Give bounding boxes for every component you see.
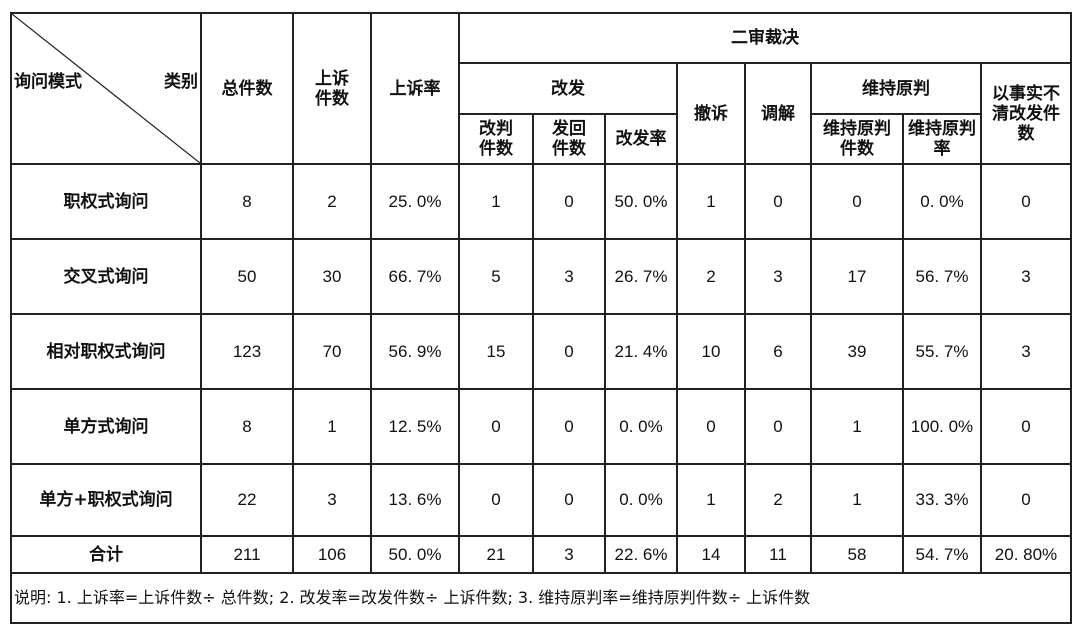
- table-cell: 54. 7%: [902, 535, 982, 574]
- header-withdraw: 撤诉: [676, 62, 746, 165]
- table-cell: 50. 0%: [370, 535, 460, 574]
- table-cell: 0: [744, 388, 812, 465]
- row-label: 单方+职权式询问: [10, 463, 202, 537]
- total-row: 合计 211 106 50. 0% 21 3 22. 6% 14 11 58 54. 7% 20. 8…: [10, 535, 1072, 574]
- table-cell: 0: [532, 463, 606, 537]
- table-cell: 56. 9%: [370, 313, 460, 390]
- table-cell: 1: [292, 388, 372, 465]
- table-cell: 14: [676, 535, 746, 574]
- table-cell: 0: [458, 388, 534, 465]
- table-cell: 30: [292, 238, 372, 315]
- table-cell: 0: [980, 388, 1072, 465]
- table-cell: 106: [292, 535, 372, 574]
- table-cell: 8: [200, 388, 294, 465]
- table-note: 说明: 1. 上诉率=上诉件数÷ 总件数; 2. 改发率=改发件数÷ 上诉件数;…: [10, 572, 1072, 624]
- table-cell: 2: [676, 238, 746, 315]
- table-cell: 0: [458, 463, 534, 537]
- table-cell: 0: [676, 388, 746, 465]
- table-cell: 1: [810, 463, 904, 537]
- header-upheld-rate: 维持原判率: [902, 113, 982, 165]
- header-fact-unclear: 以事实不清改发件数: [980, 62, 1072, 165]
- table-cell: 10: [676, 313, 746, 390]
- header-mediation: 调解: [744, 62, 812, 165]
- table-cell: 12. 5%: [370, 388, 460, 465]
- table-cell: 11: [744, 535, 812, 574]
- header-change-remand: 改发: [458, 62, 678, 115]
- diagonal-line: [12, 14, 200, 163]
- table-row: 职权式询问 8 2 25. 0% 1 0 50. 0% 1 0 0 0. 0% 0: [10, 163, 1072, 240]
- table-cell: 0: [532, 163, 606, 240]
- table-cell: 1: [458, 163, 534, 240]
- row-label: 合计: [10, 535, 202, 574]
- table-row: 单方+职权式询问 22 3 13. 6% 0 0 0. 0% 1 2 1 33. 3% 0: [10, 463, 1072, 537]
- table-row: 相对职权式询问 123 70 56. 9% 15 0 21. 4% 10 6 39 55. 7% 3: [10, 313, 1072, 390]
- header-appeal-rate: 上诉率: [370, 12, 460, 165]
- table-cell: 1: [676, 163, 746, 240]
- table-cell: 58: [810, 535, 904, 574]
- table-cell: 3: [532, 535, 606, 574]
- table-cell: 50: [200, 238, 294, 315]
- table-cell: 20. 80%: [980, 535, 1072, 574]
- table-cell: 0: [532, 313, 606, 390]
- table-cell: 0: [532, 388, 606, 465]
- header-change-remand-rate: 改发率: [604, 113, 678, 165]
- table-cell: 211: [200, 535, 294, 574]
- table-cell: 55. 7%: [902, 313, 982, 390]
- table-cell: 5: [458, 238, 534, 315]
- table-cell: 0. 0%: [604, 388, 678, 465]
- table-cell: 50. 0%: [604, 163, 678, 240]
- table-row: 交叉式询问 50 30 66. 7% 5 3 26. 7% 2 3 17 56. 7% 3: [10, 238, 1072, 315]
- corner-header: 询问模式 类别: [10, 12, 202, 165]
- table-cell: 25. 0%: [370, 163, 460, 240]
- table-cell: 70: [292, 313, 372, 390]
- table-cell: 56. 7%: [902, 238, 982, 315]
- row-label: 职权式询问: [10, 163, 202, 240]
- table-cell: 1: [676, 463, 746, 537]
- table-cell: 0: [980, 463, 1072, 537]
- table-cell: 22. 6%: [604, 535, 678, 574]
- header-upheld: 维持原判: [810, 62, 982, 115]
- header-second-instance: 二审裁决: [458, 12, 1072, 64]
- table-cell: 6: [744, 313, 812, 390]
- table-cell: 15: [458, 313, 534, 390]
- table-cell: 21. 4%: [604, 313, 678, 390]
- table-cell: 2: [744, 463, 812, 537]
- table-cell: 2: [292, 163, 372, 240]
- table-cell: 100. 0%: [902, 388, 982, 465]
- table-cell: 0: [980, 163, 1072, 240]
- table-cell: 8: [200, 163, 294, 240]
- row-header-label: 询问模式: [14, 72, 82, 92]
- header-total: 总件数: [200, 12, 294, 165]
- row-label: 交叉式询问: [10, 238, 202, 315]
- table-cell: 123: [200, 313, 294, 390]
- table-cell: 17: [810, 238, 904, 315]
- table-cell: 0: [810, 163, 904, 240]
- row-label: 相对职权式询问: [10, 313, 202, 390]
- appeal-statistics-table: 询问模式 类别 总件数 上诉件数 上诉率 二审裁决 改发 撤诉 调解 维持原判 …: [10, 12, 1072, 624]
- table-cell: 1: [810, 388, 904, 465]
- row-label: 单方式询问: [10, 388, 202, 465]
- table-cell: 3: [744, 238, 812, 315]
- table-cell: 33. 3%: [902, 463, 982, 537]
- column-header-label: 类别: [164, 72, 198, 92]
- table-cell: 3: [532, 238, 606, 315]
- table-cell: 3: [980, 238, 1072, 315]
- table-row: 单方式询问 8 1 12. 5% 0 0 0. 0% 0 0 1 100. 0% 0: [10, 388, 1072, 465]
- table-cell: 21: [458, 535, 534, 574]
- table-cell: 0. 0%: [604, 463, 678, 537]
- table-cell: 66. 7%: [370, 238, 460, 315]
- table-cell: 39: [810, 313, 904, 390]
- header-changed: 改判件数: [458, 113, 534, 165]
- header-appeals: 上诉件数: [292, 12, 372, 165]
- table-cell: 13. 6%: [370, 463, 460, 537]
- header-remanded: 发回件数: [532, 113, 606, 165]
- table-cell: 22: [200, 463, 294, 537]
- table-cell: 3: [292, 463, 372, 537]
- table-cell: 3: [980, 313, 1072, 390]
- table-cell: 0: [744, 163, 812, 240]
- header-upheld-count: 维持原判件数: [810, 113, 904, 165]
- table-cell: 0. 0%: [902, 163, 982, 240]
- table-cell: 26. 7%: [604, 238, 678, 315]
